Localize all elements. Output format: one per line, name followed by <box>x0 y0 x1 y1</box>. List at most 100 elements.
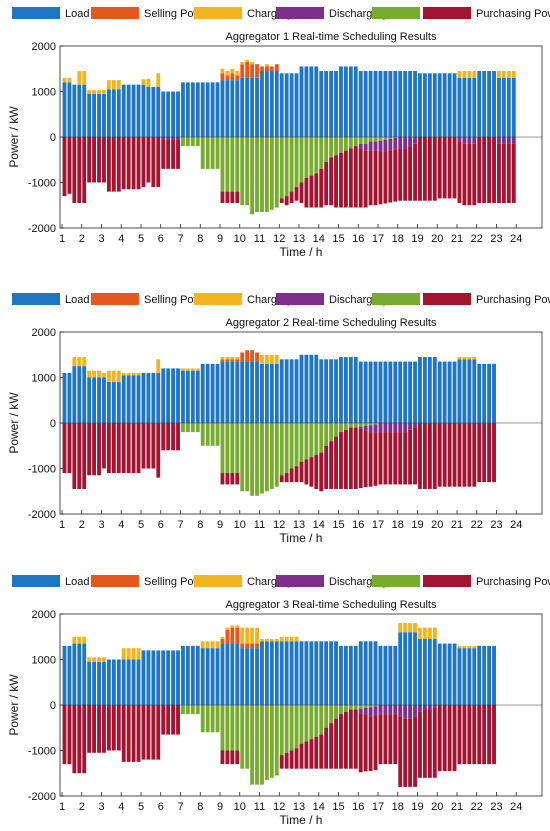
bar-load <box>353 645 358 705</box>
bar-pv <box>185 423 190 433</box>
x-tick-label: 20 <box>431 801 443 813</box>
bar-charging <box>146 78 151 87</box>
bar-purchasing <box>339 432 343 489</box>
bar-load <box>230 80 235 137</box>
bar-load <box>92 661 97 705</box>
bar-load <box>62 372 67 423</box>
bar-selling <box>255 643 259 649</box>
bar-load <box>260 363 264 423</box>
bar-purchasing <box>334 155 338 208</box>
bar-charging <box>284 636 289 642</box>
bar-purchasing <box>343 150 348 208</box>
bar-charging <box>462 357 467 360</box>
bar-pv <box>240 705 245 769</box>
bar-load <box>432 73 437 137</box>
bar-purchasing <box>487 705 492 765</box>
bar-purchasing <box>482 423 487 483</box>
bar-pv <box>190 423 195 433</box>
bar-load <box>299 66 304 137</box>
bar-load <box>497 77 501 137</box>
bar-load <box>146 650 151 705</box>
bar-purchasing <box>418 423 422 489</box>
bar-charging <box>87 657 92 662</box>
bar-charging <box>111 370 116 383</box>
x-tick-label: 13 <box>293 519 305 531</box>
bars <box>62 59 516 215</box>
bar-load <box>353 357 358 423</box>
bar-load <box>200 648 205 705</box>
bar-load <box>176 650 180 705</box>
bar-load <box>250 77 255 137</box>
x-tick-label: 12 <box>273 801 285 813</box>
bar-load <box>501 77 506 137</box>
bar-charging <box>467 71 472 78</box>
bar-load <box>151 372 156 423</box>
bar-load <box>220 361 225 423</box>
bar-load <box>398 632 403 705</box>
x-tick-label: 12 <box>273 519 285 531</box>
bar-purchasing <box>358 148 363 208</box>
bar-discharging <box>358 143 363 149</box>
bar-charging <box>427 627 432 640</box>
x-tick-label: 13 <box>293 801 305 813</box>
bar-load <box>284 359 289 423</box>
x-tick-label: 3 <box>98 801 104 813</box>
bar-load <box>190 370 195 423</box>
bar-pv <box>269 705 274 778</box>
bar-load <box>447 361 452 423</box>
bar-pv <box>358 423 363 427</box>
bar-purchasing <box>462 143 467 206</box>
x-tick-label: 18 <box>392 233 404 245</box>
bar-selling <box>250 643 255 649</box>
bar-charging <box>82 357 87 367</box>
bar-load <box>225 80 230 137</box>
bar-load <box>329 71 334 137</box>
bar-purchasing <box>467 705 472 765</box>
bar-purchasing <box>141 423 146 469</box>
bar-pv <box>329 423 334 442</box>
legend-swatch-discharging <box>276 7 324 19</box>
bar-purchasing <box>161 705 166 735</box>
bar-purchasing <box>151 423 156 469</box>
bar-pv <box>299 423 304 462</box>
x-tick-label: 19 <box>411 233 423 245</box>
bar-load <box>432 639 437 705</box>
bar-pv <box>260 423 264 494</box>
bar-charging <box>457 357 462 360</box>
bar-purchasing <box>413 716 417 787</box>
x-tick-label: 20 <box>431 233 443 245</box>
bar-purchasing <box>225 750 230 765</box>
bar-pv <box>309 705 314 740</box>
bar-load <box>102 93 106 137</box>
bar-purchasing <box>408 429 413 485</box>
bar-purchasing <box>363 714 368 772</box>
bar-charging <box>126 372 131 376</box>
bar-charging <box>294 636 299 642</box>
bar-purchasing <box>141 137 146 188</box>
x-tick-label: 11 <box>254 519 265 531</box>
bar-load <box>87 93 92 137</box>
bar-purchasing <box>487 137 492 203</box>
bar-load <box>235 80 240 137</box>
x-tick-label: 9 <box>217 233 223 245</box>
bar-pv <box>329 137 334 158</box>
bar-purchasing <box>492 705 496 765</box>
bar-charging <box>398 623 403 633</box>
bar-charging <box>87 370 92 378</box>
bar-discharging <box>408 705 413 719</box>
bar-purchasing <box>67 423 72 474</box>
bar-purchasing <box>235 750 240 765</box>
chart-title: Aggregator 2 Real-time Scheduling Result… <box>226 317 437 329</box>
bar-load <box>299 641 304 705</box>
bar-load <box>82 643 87 705</box>
bar-purchasing <box>97 705 101 753</box>
x-tick-label: 12 <box>273 233 285 245</box>
bar-purchasing <box>437 423 442 487</box>
x-tick-label: 5 <box>138 519 144 531</box>
bar-purchasing <box>131 423 136 474</box>
bar-load <box>77 366 82 423</box>
bar-discharging <box>462 137 467 144</box>
legend-label-load: Load <box>65 294 89 306</box>
bar-load <box>116 382 121 423</box>
